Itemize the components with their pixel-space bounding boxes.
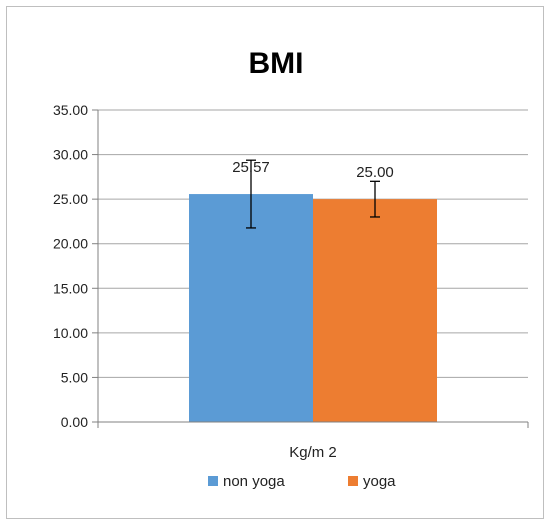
y-tick-label: 5.00: [61, 369, 88, 385]
legend-label: non yoga: [223, 473, 285, 490]
y-tick-label: 10.00: [53, 325, 88, 341]
data-label: 25.00: [356, 164, 394, 181]
y-tick-label: 30.00: [53, 147, 88, 163]
bars: [189, 194, 437, 422]
data-label: 25.57: [232, 159, 270, 176]
legend: non yoga yoga: [208, 473, 396, 490]
legend-swatch: [348, 476, 358, 486]
bar-yoga: [313, 199, 437, 422]
y-tick-label: 0.00: [61, 414, 88, 430]
y-tick-label: 15.00: [53, 280, 88, 296]
data-labels: 25.57 25.00: [232, 159, 394, 181]
legend-label: yoga: [363, 473, 396, 490]
y-tick-label: 35.00: [53, 102, 88, 118]
y-tick-label: 25.00: [53, 191, 88, 207]
x-category-label: Kg/m 2: [289, 444, 337, 461]
y-tick-label: 20.00: [53, 236, 88, 252]
legend-swatch: [208, 476, 218, 486]
